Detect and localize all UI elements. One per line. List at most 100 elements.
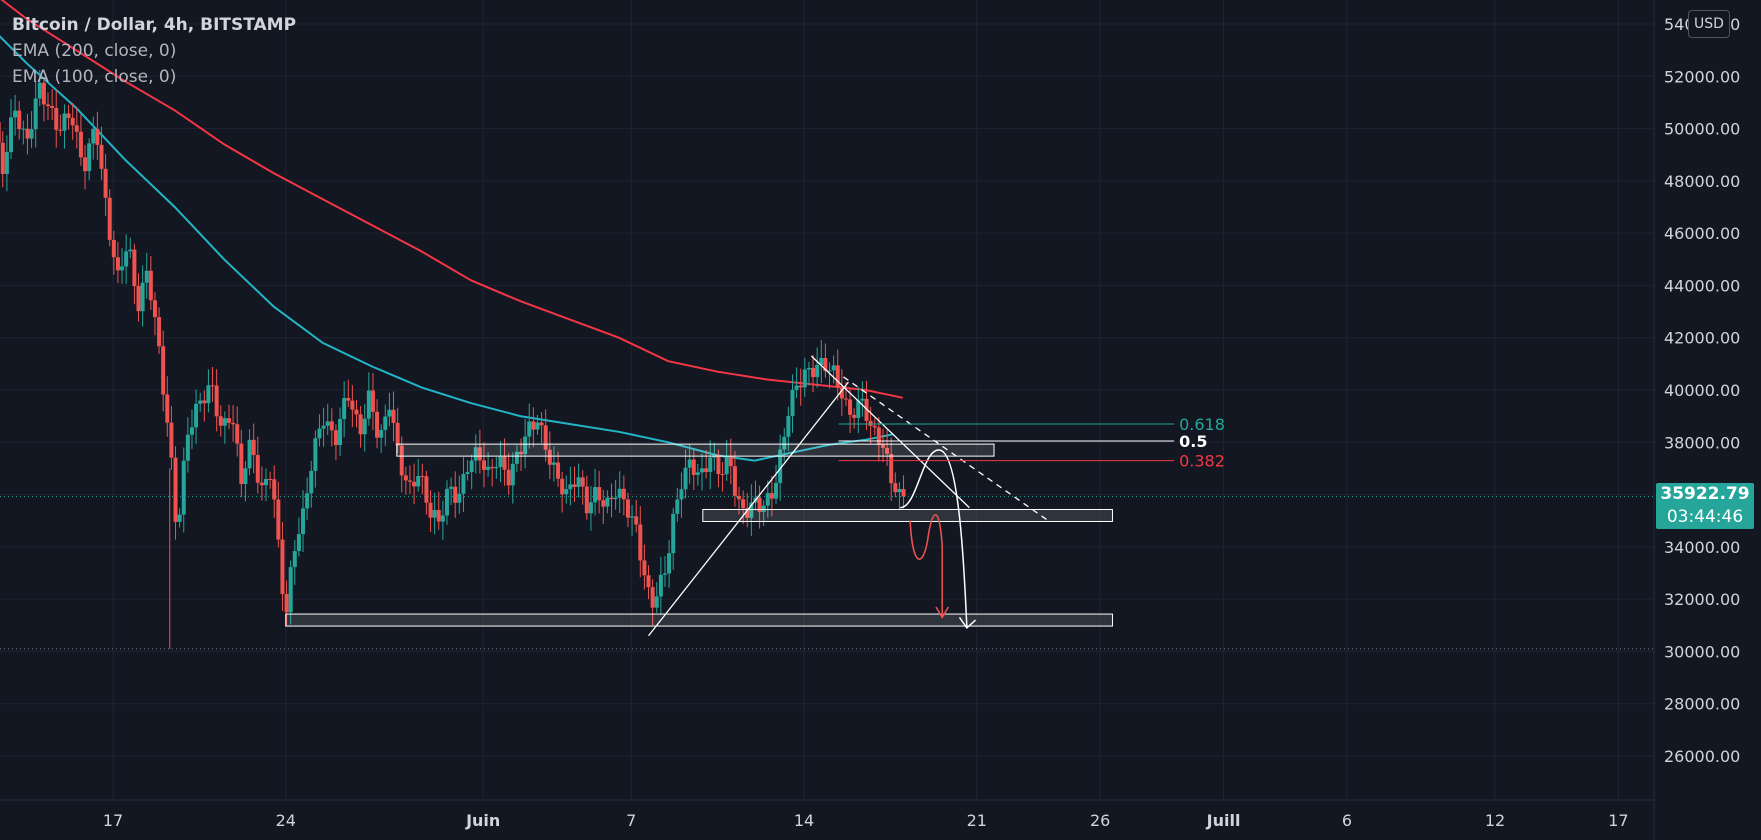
candle-body: [185, 434, 190, 461]
indicator-ema-100[interactable]: EMA (100, close, 0): [12, 67, 177, 87]
candle-body: [284, 594, 289, 613]
candle-body: [342, 397, 347, 420]
candle-body: [519, 451, 524, 455]
candle-body: [449, 486, 454, 489]
y-tick-label: 34000.00: [1664, 538, 1740, 557]
fib-label-2: 0.382: [1179, 452, 1225, 471]
candle-body: [671, 513, 676, 554]
candle-body: [778, 449, 783, 483]
candle-body: [806, 367, 811, 370]
candle-body: [576, 477, 581, 487]
candle-body: [720, 474, 725, 476]
candle-body: [646, 575, 651, 588]
candle-body: [202, 400, 207, 404]
candle-body: [724, 456, 729, 475]
candle-body: [658, 574, 663, 597]
grid: [0, 0, 1654, 800]
candle-body: [416, 476, 421, 487]
projection-arrow-red: [909, 514, 943, 618]
candle-body: [292, 551, 297, 568]
candle-body: [33, 98, 38, 130]
candle-body: [115, 257, 120, 271]
candle-body: [630, 516, 635, 518]
candle-body: [638, 524, 643, 561]
candle-body: [313, 438, 318, 471]
currency-button[interactable]: USD: [1688, 10, 1730, 38]
candle-body: [375, 411, 380, 438]
candle-body: [280, 539, 285, 595]
candle-body: [21, 128, 26, 130]
candle-body: [839, 387, 844, 399]
candle-body: [251, 439, 256, 456]
candle-body: [78, 131, 83, 158]
x-tick-label: 14: [794, 811, 814, 830]
candle-body: [761, 505, 766, 512]
candle-body: [272, 479, 277, 500]
candles: [0, 70, 906, 649]
candle-body: [790, 389, 795, 417]
candle-body: [62, 113, 67, 131]
candle-body: [350, 400, 355, 410]
y-tick-label: 40000.00: [1664, 381, 1740, 400]
candle-body: [568, 484, 573, 490]
candle-body: [609, 497, 614, 500]
candle-body: [782, 436, 787, 450]
candle-body: [794, 385, 799, 390]
candle-body: [54, 107, 59, 130]
candle-body: [17, 110, 22, 130]
candle-body: [218, 416, 223, 426]
symbol-title[interactable]: Bitcoin / Dollar, 4h, BITSTAMP: [12, 15, 297, 35]
candle-body: [165, 394, 170, 423]
candle-body: [83, 157, 88, 172]
candle-body: [383, 416, 388, 430]
candle-body: [428, 502, 433, 518]
candle-body: [625, 499, 630, 518]
fib-label-0: 0.618: [1179, 415, 1225, 434]
candle-body: [239, 443, 244, 484]
candle-body: [473, 447, 478, 461]
candle-body: [226, 418, 231, 423]
fib-label-1: 0.5: [1179, 432, 1207, 451]
candle-body: [169, 422, 174, 458]
candle-body: [235, 424, 240, 444]
candle-body: [152, 300, 157, 318]
indicator-ema-200[interactable]: EMA (200, close, 0): [12, 41, 177, 61]
candle-body: [901, 489, 906, 497]
candle-body: [325, 421, 330, 426]
candle-body: [650, 587, 655, 608]
candle-body: [189, 427, 194, 435]
candle-body: [206, 385, 211, 404]
candle-body: [502, 456, 507, 470]
candle-body: [551, 462, 556, 465]
candle-body: [157, 317, 162, 347]
candle-body: [843, 398, 848, 400]
candle-body: [634, 516, 639, 525]
candle-body: [482, 460, 487, 470]
candle-body: [276, 499, 281, 540]
legend: Bitcoin / Dollar, 4h, BITSTAMP EMA (200,…: [12, 12, 296, 90]
candle-body: [317, 428, 322, 439]
candle-body: [13, 110, 18, 118]
candle-body: [436, 509, 441, 522]
candle-body: [872, 425, 877, 428]
candle-body: [621, 488, 626, 500]
arrow-head-red: [935, 606, 950, 619]
candle-body: [510, 463, 515, 486]
candle-body: [301, 508, 306, 535]
candle-body: [0, 122, 1, 143]
candle-body: [387, 409, 392, 417]
candle-body: [708, 457, 713, 472]
candle-body: [506, 469, 511, 486]
candle-body: [560, 478, 565, 495]
bar-countdown: 03:44:46: [1666, 507, 1744, 527]
candle-body: [683, 467, 688, 490]
candle-body: [41, 82, 46, 105]
candle-body: [613, 497, 618, 500]
x-tick-label: 24: [276, 811, 296, 830]
candle-body: [737, 495, 742, 500]
projection-arrow-white: [900, 449, 968, 628]
y-tick-label: 42000.00: [1664, 329, 1740, 348]
candle-body: [827, 370, 832, 372]
